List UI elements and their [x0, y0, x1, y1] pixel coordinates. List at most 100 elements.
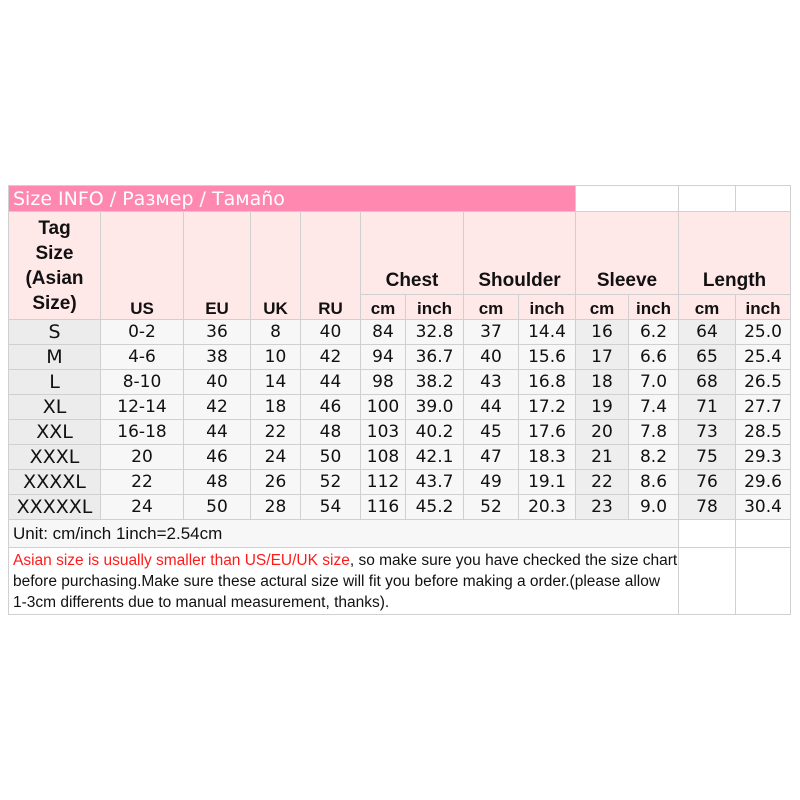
value-cell: 40: [300, 319, 361, 345]
value-cell: 26.5: [735, 369, 791, 395]
size-warning: Asian size is usually smaller than US/EU…: [13, 551, 350, 569]
value-cell: 42: [300, 344, 361, 370]
value-cell: 36.7: [405, 344, 464, 370]
unit-row: Unit: cm/inch 1inch=2.54cm: [8, 519, 791, 548]
value-cell: 18: [250, 394, 301, 420]
value-cell: 40: [183, 369, 251, 395]
value-cell: 44: [300, 369, 361, 395]
table-row: XXL 16-18 44 22 48 103 40.2 45 17.6 20 7.8 73 28.5: [8, 419, 791, 445]
value-cell: 54: [300, 494, 361, 520]
value-cell: 29.6: [735, 469, 791, 495]
value-cell: 50: [300, 444, 361, 470]
tag-size-cell: XXL: [8, 419, 101, 445]
value-cell: 39.0: [405, 394, 464, 420]
value-cell: 17.2: [518, 394, 576, 420]
tag-size-cell: L: [8, 369, 101, 395]
table-row: XXXXL 22 48 26 52 112 43.7 49 19.1 22 8.6 76 29.6: [8, 469, 791, 495]
value-cell: 21: [575, 444, 629, 470]
uk-header: UK: [250, 211, 301, 320]
shoulder-header: Shoulder: [463, 211, 576, 295]
value-cell: 47: [463, 444, 519, 470]
value-cell: 52: [300, 469, 361, 495]
value-cell: 18.3: [518, 444, 576, 470]
value-cell: 43.7: [405, 469, 464, 495]
value-cell: 94: [360, 344, 406, 370]
inch-header: inch: [518, 294, 576, 320]
value-cell: 37: [463, 319, 519, 345]
tag-header-line: Tag: [38, 217, 71, 239]
value-cell: 75: [678, 444, 736, 470]
tag-header-line: Size): [32, 292, 77, 314]
value-cell: 38: [183, 344, 251, 370]
value-cell: 46: [183, 444, 251, 470]
header-row: Tag Size (Asian Size) US EU UK RU Chest …: [8, 211, 791, 320]
value-cell: 0-2: [100, 319, 184, 345]
tag-size-cell: XXXL: [8, 444, 101, 470]
chart-title: Size INFO / Размер / Тамаño: [8, 185, 576, 212]
value-cell: 8.2: [628, 444, 679, 470]
cm-header: cm: [360, 294, 406, 320]
value-cell: 50: [183, 494, 251, 520]
value-cell: 32.8: [405, 319, 464, 345]
value-cell: 28.5: [735, 419, 791, 445]
value-cell: 22: [250, 419, 301, 445]
value-cell: 71: [678, 394, 736, 420]
value-cell: 98: [360, 369, 406, 395]
value-cell: 7.0: [628, 369, 679, 395]
value-cell: 7.4: [628, 394, 679, 420]
ru-header: RU: [300, 211, 361, 320]
value-cell: 103: [360, 419, 406, 445]
value-cell: 36: [183, 319, 251, 345]
value-cell: 73: [678, 419, 736, 445]
value-cell: 108: [360, 444, 406, 470]
size-note-text: , so make sure you have checked the size…: [13, 551, 678, 611]
cm-header: cm: [678, 294, 736, 320]
chest-header: Chest: [360, 211, 464, 295]
note-row: Asian size is usually smaller than US/EU…: [8, 547, 791, 615]
value-cell: 20: [100, 444, 184, 470]
value-cell: 8: [250, 319, 301, 345]
value-cell: 44: [183, 419, 251, 445]
value-cell: 27.7: [735, 394, 791, 420]
length-header: Length: [678, 211, 791, 295]
cm-header: cm: [575, 294, 629, 320]
table-row: XXXL 20 46 24 50 108 42.1 47 18.3 21 8.2 75 29.3: [8, 444, 791, 470]
value-cell: 23: [575, 494, 629, 520]
value-cell: 19: [575, 394, 629, 420]
value-cell: 22: [575, 469, 629, 495]
value-cell: 20.3: [518, 494, 576, 520]
tag-size-header: Tag Size (Asian Size): [8, 211, 101, 320]
value-cell: 16-18: [100, 419, 184, 445]
value-cell: 18: [575, 369, 629, 395]
value-cell: 8-10: [100, 369, 184, 395]
value-cell: 29.3: [735, 444, 791, 470]
value-cell: 15.6: [518, 344, 576, 370]
value-cell: 16: [575, 319, 629, 345]
value-cell: 64: [678, 319, 736, 345]
value-cell: 7.8: [628, 419, 679, 445]
value-cell: 49: [463, 469, 519, 495]
tag-size-cell: XXXXXL: [8, 494, 101, 520]
value-cell: 25.4: [735, 344, 791, 370]
value-cell: 52: [463, 494, 519, 520]
value-cell: 17.6: [518, 419, 576, 445]
value-cell: 40: [463, 344, 519, 370]
value-cell: 46: [300, 394, 361, 420]
value-cell: 42: [183, 394, 251, 420]
tag-size-cell: S: [8, 319, 101, 345]
value-cell: 76: [678, 469, 736, 495]
value-cell: 4-6: [100, 344, 184, 370]
table-row: S 0-2 36 8 40 84 32.8 37 14.4 16 6.2 64 25.0: [8, 319, 791, 345]
unit-header-row: cm inch cm inch cm inch cm inch: [9, 294, 791, 320]
inch-header: inch: [405, 294, 464, 320]
value-cell: 8.6: [628, 469, 679, 495]
unit-note: Unit: cm/inch 1inch=2.54cm: [8, 519, 679, 548]
value-cell: 22: [100, 469, 184, 495]
inch-header: inch: [735, 294, 791, 320]
value-cell: 20: [575, 419, 629, 445]
tag-size-cell: XXXXL: [8, 469, 101, 495]
table-row: M 4-6 38 10 42 94 36.7 40 15.6 17 6.6 65 25.4: [8, 344, 791, 370]
value-cell: 48: [183, 469, 251, 495]
title-row: Size INFO / Размер / Тамаño: [8, 185, 791, 212]
value-cell: 78: [678, 494, 736, 520]
